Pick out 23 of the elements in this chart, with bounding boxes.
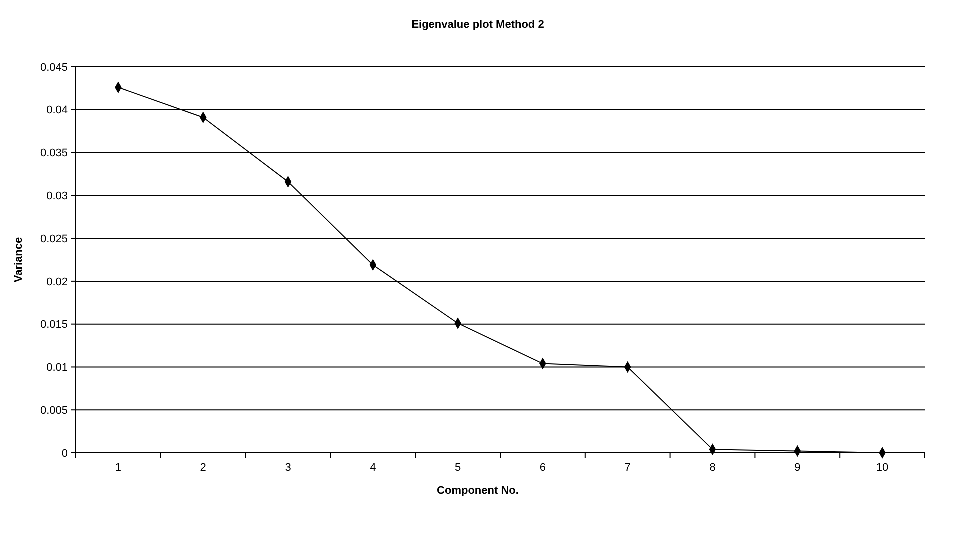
x-tick-label: 1: [115, 462, 122, 474]
x-tick-label: 3: [285, 462, 292, 474]
x-tick-label: 4: [370, 462, 376, 474]
y-axis-title: Variance: [13, 237, 25, 283]
y-tick-label: 0.035: [40, 148, 68, 160]
y-tick-label: 0.01: [46, 362, 68, 374]
x-tick-label: 7: [624, 462, 631, 474]
y-tick-label: 0.005: [40, 404, 68, 417]
x-tick-label: 2: [200, 462, 206, 474]
x-tick-label: 8: [710, 462, 716, 474]
y-tick-label: 0.025: [40, 233, 68, 246]
y-tick-label: 0.04: [46, 104, 68, 117]
x-tick-label: 10: [876, 462, 889, 474]
x-tick-label: 5: [454, 462, 462, 474]
x-tick-label: 6: [540, 462, 546, 474]
y-tick-label: 0: [62, 448, 68, 460]
y-tick-label: 0.015: [40, 319, 68, 332]
chart-title: Eigenvalue plot Method 2: [412, 19, 544, 31]
y-tick-label: 0.02: [46, 276, 68, 288]
y-tick-label: 0.03: [46, 190, 68, 203]
x-tick-label: 9: [794, 462, 801, 474]
y-tick-label: 0.045: [40, 62, 68, 74]
x-axis-title: Component No.: [437, 485, 519, 497]
